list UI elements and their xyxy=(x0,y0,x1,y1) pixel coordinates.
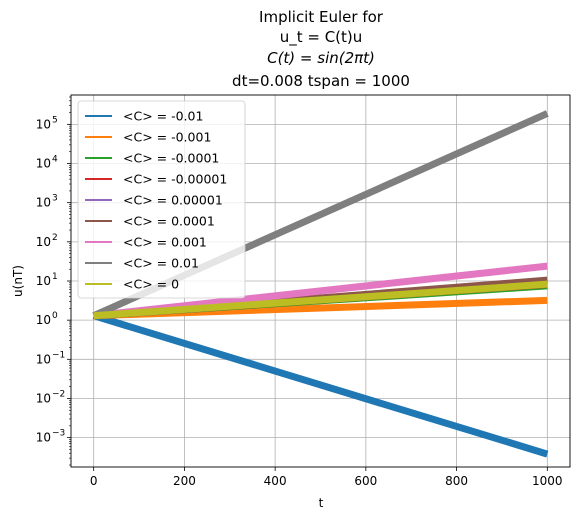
legend-label: <C> = 0.00001 xyxy=(123,193,223,208)
legend-label: <C> = 0.0001 xyxy=(123,214,215,229)
y-tick-exponent: 0 xyxy=(52,311,58,321)
legend-label: <C> = 0.001 xyxy=(123,235,207,250)
title-line-3: C(t) = sin(2πt) xyxy=(267,49,375,67)
legend-label: <C> = -0.01 xyxy=(123,109,203,124)
legend-label: <C> = -0.0001 xyxy=(123,151,219,166)
y-tick-exponent: 5 xyxy=(52,115,58,125)
legend-label: <C> = -0.00001 xyxy=(123,172,227,187)
legend-label: <C> = 0 xyxy=(123,277,179,292)
legend-box xyxy=(77,100,246,299)
title-line-1: Implicit Euler for xyxy=(259,8,384,26)
series-line xyxy=(93,280,548,320)
y-tick-label: 10 xyxy=(36,313,51,327)
x-tick-label: 1000 xyxy=(532,474,563,488)
y-tick-exponent: −3 xyxy=(52,429,65,439)
y-tick-label: 10 xyxy=(36,352,51,366)
series-line xyxy=(92,312,549,458)
y-tick-exponent: 2 xyxy=(52,233,58,243)
x-tick-label: 0 xyxy=(90,474,98,488)
title-line-2: u_t = C(t)u xyxy=(280,28,363,47)
y-tick-label: 10 xyxy=(36,391,51,405)
y-tick-exponent: 3 xyxy=(52,194,58,204)
title-line-4: dt=0.008 tspan = 1000 xyxy=(232,72,410,90)
x-axis-label: t xyxy=(319,496,324,510)
y-tick-label: 10 xyxy=(36,274,51,288)
legend: <C> = -0.01 <C> = -0.001 <C> = -0.0001 <C> … xyxy=(77,100,246,299)
y-tick-exponent: 4 xyxy=(52,155,58,165)
x-tick-label: 600 xyxy=(354,474,377,488)
legend-label: <C> = -0.001 xyxy=(123,130,211,145)
x-tick-label: 800 xyxy=(445,474,468,488)
chart-title: Implicit Euler for u_t = C(t)u C(t) = si… xyxy=(232,8,410,90)
y-tick-label: 10 xyxy=(36,196,51,210)
series-layer xyxy=(92,110,549,458)
y-tick-exponent: −2 xyxy=(52,389,65,399)
y-tick-exponent: −1 xyxy=(52,350,65,360)
y-tick-label: 10 xyxy=(36,117,51,131)
y-tick-label: 10 xyxy=(36,157,51,171)
legend-label: <C> = 0.01 xyxy=(123,256,199,271)
y-tick-exponent: 1 xyxy=(52,272,58,282)
y-tick-label: 10 xyxy=(36,235,51,249)
x-tick-label: 200 xyxy=(173,474,196,488)
y-axis-label: u(nT) xyxy=(11,265,25,297)
x-ticks: 0 200 400 600 800 1000 xyxy=(90,467,563,488)
y-tick-label: 10 xyxy=(36,431,51,445)
x-tick-label: 400 xyxy=(264,474,287,488)
